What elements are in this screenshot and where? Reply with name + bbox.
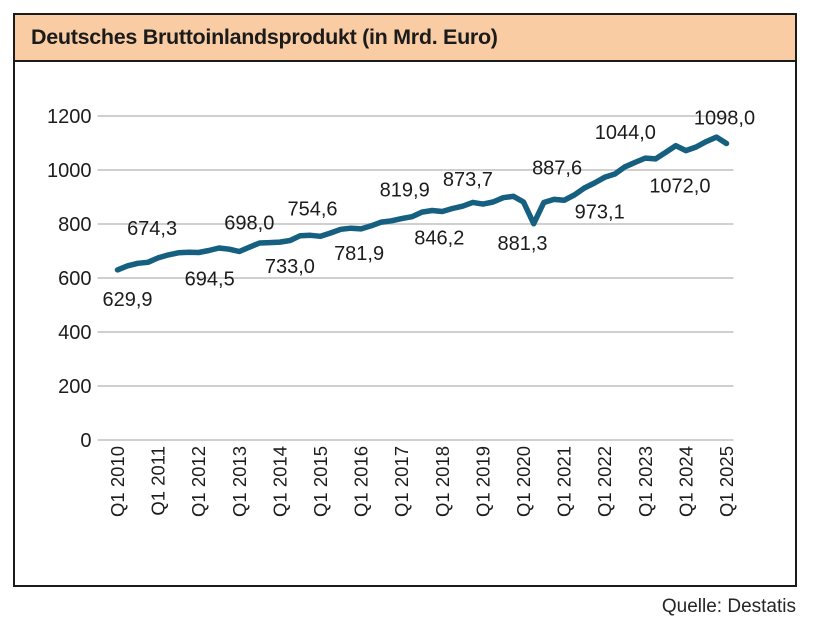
x-tick-label: Q1 2013 xyxy=(229,446,250,517)
data-label: 733,0 xyxy=(265,256,315,278)
x-tick-label: Q1 2019 xyxy=(472,446,493,517)
y-tick-label: 1000 xyxy=(47,160,92,182)
x-tick-label: Q1 2021 xyxy=(554,446,575,517)
x-tick-label: Q1 2015 xyxy=(310,446,331,517)
chart-title-bar: Deutsches Bruttoinlandsprodukt (in Mrd. … xyxy=(15,15,795,62)
x-tick-label: Q1 2022 xyxy=(594,446,615,517)
data-label: 694,5 xyxy=(185,268,235,290)
data-label: 1098,0 xyxy=(694,107,755,129)
data-label: 1044,0 xyxy=(595,122,656,144)
data-label: 873,7 xyxy=(443,169,493,191)
y-tick-label: 600 xyxy=(58,268,91,290)
data-label: 881,3 xyxy=(497,233,547,255)
data-label: 887,6 xyxy=(532,157,582,179)
chart-title: Deutsches Bruttoinlandsprodukt (in Mrd. … xyxy=(31,24,498,49)
gdp-line-chart-svg: 0 200 400 600 800 1000 1200 Q1 2010 Q1 2011 Q1 20… xyxy=(47,106,755,517)
x-tick-label: Q1 2024 xyxy=(675,446,696,517)
x-tick-label: Q1 2016 xyxy=(351,446,372,517)
data-label: 698,0 xyxy=(224,212,274,234)
data-label: 1072,0 xyxy=(649,175,710,197)
x-tick-label: Q1 2017 xyxy=(391,446,412,517)
x-tick-label: Q1 2025 xyxy=(716,446,737,517)
y-tick-label: 0 xyxy=(80,430,91,452)
x-tick-label: Q1 2014 xyxy=(269,446,290,517)
x-tick-label: Q1 2012 xyxy=(188,446,209,517)
source-note: Quelle: Destatis xyxy=(661,596,796,617)
data-label: 973,1 xyxy=(575,201,625,223)
x-tick-label: Q1 2011 xyxy=(148,446,169,516)
chart-plot-area: 0 200 400 600 800 1000 1200 Q1 2010 Q1 2011 Q1 20… xyxy=(15,62,794,582)
data-label: 781,9 xyxy=(334,242,384,264)
y-tick-label: 800 xyxy=(58,214,91,236)
x-tick-label: Q1 2010 xyxy=(107,446,128,517)
x-tick-label: Q1 2020 xyxy=(513,446,534,517)
y-tick-label: 200 xyxy=(58,376,91,398)
data-label: 674,3 xyxy=(127,217,177,239)
x-tick-label: Q1 2023 xyxy=(635,446,656,517)
y-tick-label: 1200 xyxy=(47,106,92,128)
x-tick-label: Q1 2018 xyxy=(432,446,453,517)
data-label: 819,9 xyxy=(380,179,430,201)
data-label: 846,2 xyxy=(414,227,464,249)
gdp-chart-panel: Deutsches Bruttoinlandsprodukt (in Mrd. … xyxy=(13,13,797,587)
gdp-line xyxy=(114,133,730,273)
y-tick-label: 400 xyxy=(58,322,91,344)
data-label: 754,6 xyxy=(287,198,337,220)
data-label: 629,9 xyxy=(102,288,152,310)
